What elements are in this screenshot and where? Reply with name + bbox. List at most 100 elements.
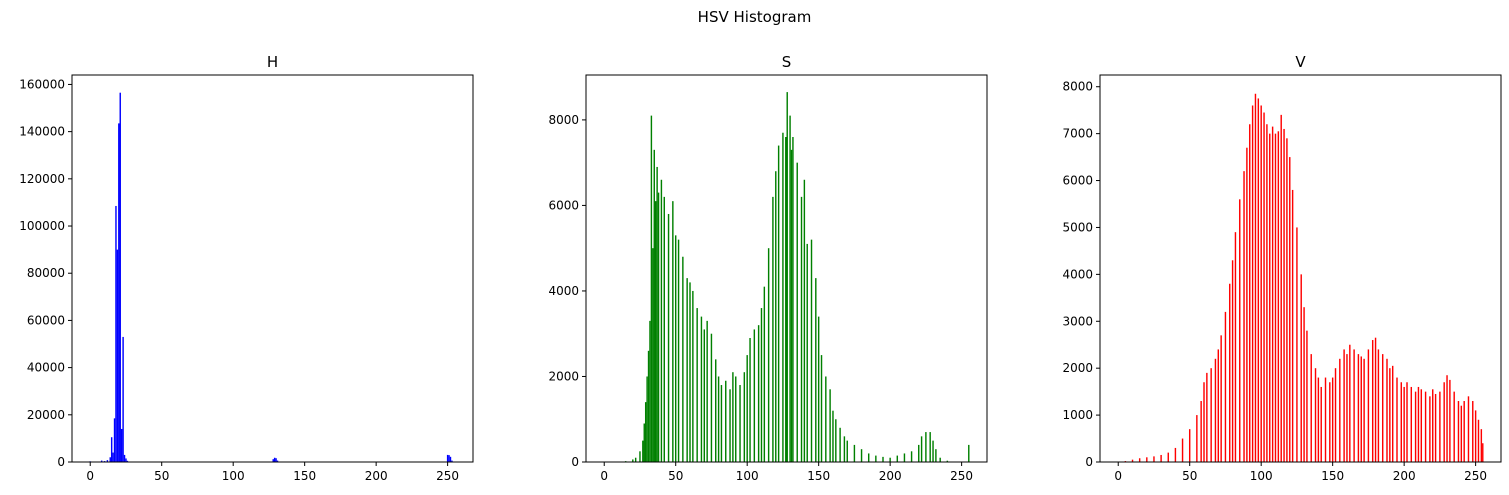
bar-v-120 [1289, 157, 1291, 462]
bar-v-218 [1429, 396, 1431, 462]
bar-s-29 [644, 402, 647, 462]
y-tick-label-s-0: 0 [571, 455, 579, 469]
bar-s-58 [686, 278, 688, 462]
bar-s-36 [654, 201, 657, 462]
bar-v-168 [1357, 354, 1360, 462]
bar-v-165 [1353, 349, 1355, 462]
bar-s-72 [706, 320, 708, 462]
bar-v-202 [1406, 382, 1408, 462]
bar-v-90 [1246, 147, 1248, 462]
bar-s-28 [643, 423, 645, 462]
bar-v-10 [1131, 459, 1134, 462]
bar-h-12 [106, 460, 109, 462]
bar-h-251 [448, 455, 450, 462]
bar-v-110 [1274, 133, 1277, 462]
bar-s-158 [829, 389, 831, 462]
bar-s-68 [700, 316, 703, 462]
bar-v-248 [1472, 401, 1474, 462]
bar-h-250 [446, 454, 449, 462]
axes-frame-v [1099, 74, 1502, 463]
bar-v-130 [1303, 307, 1305, 462]
bar-s-25 [639, 451, 641, 462]
bar-s-130 [789, 115, 791, 463]
bar-s-122 [777, 145, 780, 462]
bar-v-118 [1286, 138, 1288, 462]
bar-v-195 [1396, 377, 1398, 462]
bar-h-16 [112, 452, 114, 462]
x-tick-label-s-50: 50 [668, 469, 683, 483]
bar-s-175 [853, 444, 856, 462]
bar-v-235 [1453, 391, 1455, 462]
bar-s-150 [817, 316, 820, 462]
x-tick-label-s-250: 250 [950, 469, 973, 483]
bar-s-200 [889, 457, 891, 462]
x-tick-label-v-200: 200 [1393, 469, 1416, 483]
bar-v-188 [1386, 358, 1388, 462]
bar-s-110 [760, 308, 763, 462]
bar-v-62 [1206, 372, 1208, 462]
panel-title-s: S [782, 53, 792, 71]
bar-s-42 [663, 196, 665, 462]
bar-h-26 [126, 460, 129, 462]
bar-h-252 [449, 456, 452, 462]
y-tick-label-s-4000: 4000 [548, 284, 579, 298]
bar-s-168 [843, 436, 846, 462]
bar-v-25 [1153, 456, 1155, 462]
x-tick-label-s-200: 200 [879, 469, 902, 483]
bar-h-25 [125, 458, 127, 462]
bar-v-140 [1317, 377, 1320, 462]
bar-v-145 [1324, 377, 1327, 462]
bar-s-88 [729, 389, 731, 462]
bars-v [1124, 93, 1484, 463]
bars-s [617, 92, 970, 463]
y-tick-label-v-5000: 5000 [1062, 220, 1093, 234]
bar-h-22 [120, 428, 123, 462]
bar-s-48 [672, 201, 674, 462]
bar-s-225 [925, 432, 927, 462]
bar-s-170 [846, 440, 848, 462]
bar-s-142 [806, 243, 808, 462]
bar-s-33 [650, 115, 653, 463]
bar-s-102 [749, 337, 751, 462]
bar-s-232 [935, 449, 937, 462]
bar-v-104 [1266, 124, 1268, 462]
bar-v-88 [1243, 171, 1245, 462]
bar-s-34 [652, 248, 654, 462]
bar-s-138 [800, 196, 803, 462]
y-tick-label-s-2000: 2000 [548, 369, 579, 383]
bar-s-80 [717, 376, 720, 462]
bar-s-160 [832, 410, 834, 462]
bar-h-131 [276, 460, 279, 462]
bar-s-148 [815, 278, 817, 462]
bar-v-175 [1367, 349, 1370, 462]
bar-h-8 [100, 460, 103, 462]
bar-s-52 [677, 239, 680, 462]
bar-s-95 [739, 385, 741, 462]
bar-v-210 [1417, 386, 1420, 462]
bar-s-131 [790, 149, 793, 462]
bar-v-190 [1389, 368, 1391, 462]
bar-v-68 [1214, 358, 1217, 462]
bar-s-222 [920, 436, 923, 462]
bar-s-240 [946, 460, 949, 462]
bar-s-127 [785, 137, 787, 462]
bar-v-222 [1434, 393, 1437, 462]
bar-s-22 [634, 457, 637, 462]
bar-v-170 [1360, 356, 1362, 462]
bar-s-85 [725, 380, 727, 462]
y-tick-label-v-3000: 3000 [1062, 314, 1093, 328]
y-tick-label-v-8000: 8000 [1062, 80, 1093, 94]
bar-s-215 [910, 451, 913, 462]
bar-v-200 [1403, 386, 1405, 462]
bar-v-198 [1400, 382, 1402, 462]
bar-s-27 [642, 440, 644, 462]
bar-h-17 [113, 418, 116, 462]
bar-s-108 [757, 325, 760, 462]
bar-v-135 [1310, 354, 1312, 462]
bar-s-92 [735, 376, 737, 462]
bar-v-30 [1160, 454, 1162, 462]
bar-s-35 [653, 149, 655, 462]
bar-v-215 [1424, 391, 1427, 462]
